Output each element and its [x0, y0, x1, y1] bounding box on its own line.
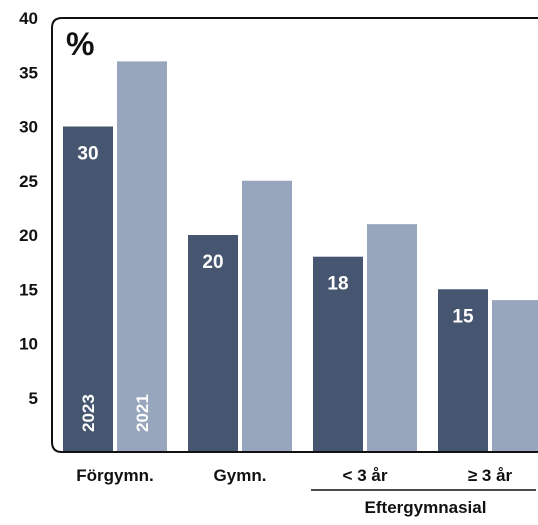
y-tick-label: 40: [19, 9, 38, 28]
y-tick-label: 10: [19, 335, 38, 354]
x-axis-categories: Förgymn. Gymn. < 3 år ≥ 3 år: [76, 466, 512, 485]
bar-2023-2: [188, 235, 238, 452]
data-label: 15: [452, 306, 474, 327]
plot-frame: [51, 17, 538, 453]
bar-2023-1: [63, 126, 113, 452]
y-axis-ticks: 5 10 15 20 25 30 35 40: [19, 9, 38, 408]
data-labels: 2023 30 2021 20 18 15: [77, 144, 474, 433]
x-category-label: Gymn.: [214, 466, 267, 485]
bar-2021-2: [242, 180, 292, 452]
y-tick-label: 15: [19, 280, 38, 299]
y-tick-label: 25: [19, 172, 38, 191]
series-label-2021: 2021: [133, 394, 152, 432]
bar-2021-3: [367, 224, 417, 452]
data-label: 30: [77, 144, 98, 165]
y-tick-label: 5: [29, 389, 38, 408]
y-tick-label: 30: [19, 118, 38, 137]
y-tick-label: 35: [19, 63, 38, 82]
group-label: Eftergymnasial: [365, 498, 487, 517]
bar-2023-4: [438, 289, 488, 452]
unit-label: %: [66, 26, 94, 62]
y-tick-label: 20: [19, 226, 38, 245]
x-category-label: Förgymn.: [76, 466, 153, 485]
series-label-2023: 2023: [79, 394, 98, 432]
bars: [63, 61, 538, 453]
bar-2021-1: [117, 61, 167, 453]
bar-2023-3: [313, 256, 363, 452]
bar-2021-4: [492, 300, 538, 452]
data-label: 20: [202, 252, 223, 273]
data-label: 18: [327, 274, 348, 295]
x-category-label: ≥ 3 år: [468, 466, 513, 485]
x-category-label: < 3 år: [343, 466, 388, 485]
